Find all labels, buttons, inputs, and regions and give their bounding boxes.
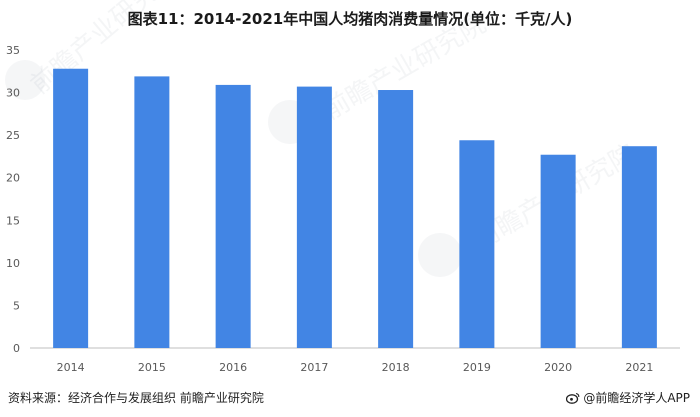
y-tick-label: 35 [6,44,20,57]
bar-2016 [215,84,251,348]
y-tick-label: 30 [6,87,20,100]
x-tick-label: 2015 [138,361,166,374]
y-tick-label: 10 [6,257,20,270]
weibo-icon [566,392,580,404]
bar-2014 [53,68,89,348]
x-tick-label: 2020 [544,361,572,374]
bar-2017 [296,86,332,349]
x-tick-label: 2016 [219,361,247,374]
x-tick-label: 2014 [57,361,85,374]
x-tick-label: 2017 [300,361,328,374]
brand-text: @前瞻经济学人APP [583,391,690,405]
y-tick-label: 20 [6,172,20,185]
source-note: 资料来源：经济合作与发展组织 前瞻产业研究院 [8,391,264,405]
y-tick-label: 5 [13,299,20,312]
y-tick-label: 0 [13,342,20,355]
watermark-logo-icon [5,60,45,100]
y-axis: 0 5 10 15 20 25 30 35 [6,44,20,355]
x-tick-label: 2021 [625,361,653,374]
watermark-logo-icon [418,233,462,277]
x-axis: 2014 2015 2016 2017 2018 2019 2020 2021 [57,361,654,374]
bar-2021 [621,146,657,348]
brand-credit: @前瞻经济学人APP [566,389,690,406]
y-tick-label: 25 [6,129,20,142]
bar-2015 [134,76,170,348]
x-tick-label: 2018 [382,361,410,374]
bar-2019 [459,140,495,348]
y-tick-label: 15 [6,214,20,227]
bars [53,68,657,349]
x-tick-label: 2019 [463,361,491,374]
bar-2018 [378,90,414,348]
bar-2020 [540,154,576,348]
chart-title: 图表11：2014-2021年中国人均猪肉消费量情况(单位：千克/人) [127,10,573,28]
